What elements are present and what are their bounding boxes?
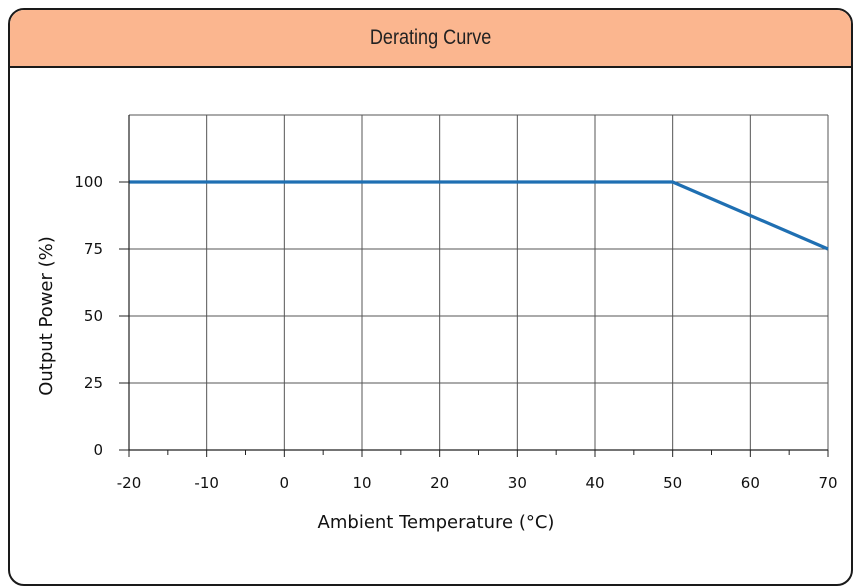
x-tick-label: 70 [818,474,837,492]
tick-layer: -20 -10 0 10 20 30 40 50 60 70 0 25 50 75 100 [74,115,837,492]
derating-series-line [129,182,828,249]
y-tick-label: 0 [93,441,103,459]
x-tick-label: 0 [280,474,290,492]
y-tick-label: 25 [84,374,103,392]
x-tick-label: 10 [352,474,371,492]
grid-layer [129,115,828,450]
y-tick-label: 100 [74,173,103,191]
series-layer [129,182,828,249]
x-tick-label: -10 [194,474,219,492]
y-axis-title: Output Power (%) [36,236,57,396]
derating-chart: -20 -10 0 10 20 30 40 50 60 70 0 25 50 75 100 Ambient … [0,0,855,574]
x-tick-label: 60 [741,474,760,492]
y-tick-label: 75 [84,240,103,258]
x-tick-label: -20 [117,474,142,492]
x-tick-label: 40 [585,474,604,492]
x-tick-label: 30 [508,474,527,492]
x-tick-label: 50 [663,474,682,492]
x-axis-title: Ambient Temperature (°C) [318,512,555,533]
y-tick-label: 50 [84,307,103,325]
x-tick-label: 20 [430,474,449,492]
